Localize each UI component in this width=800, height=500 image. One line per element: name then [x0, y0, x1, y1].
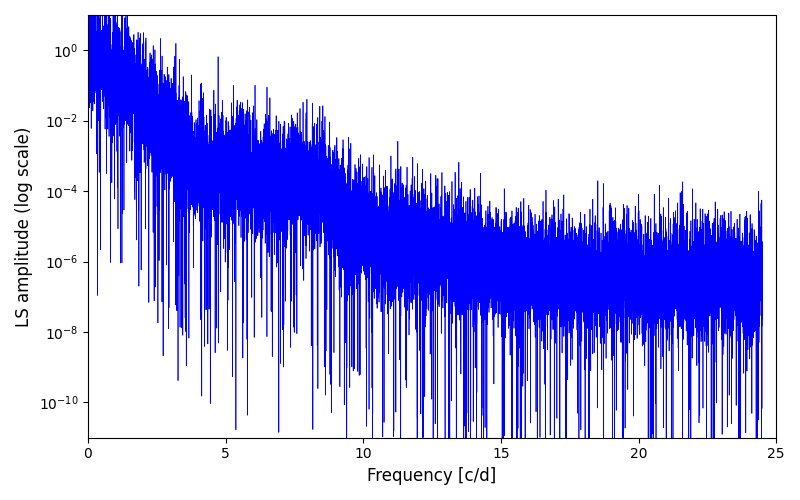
Y-axis label: LS amplitude (log scale): LS amplitude (log scale)	[15, 126, 33, 326]
X-axis label: Frequency [c/d]: Frequency [c/d]	[367, 467, 497, 485]
